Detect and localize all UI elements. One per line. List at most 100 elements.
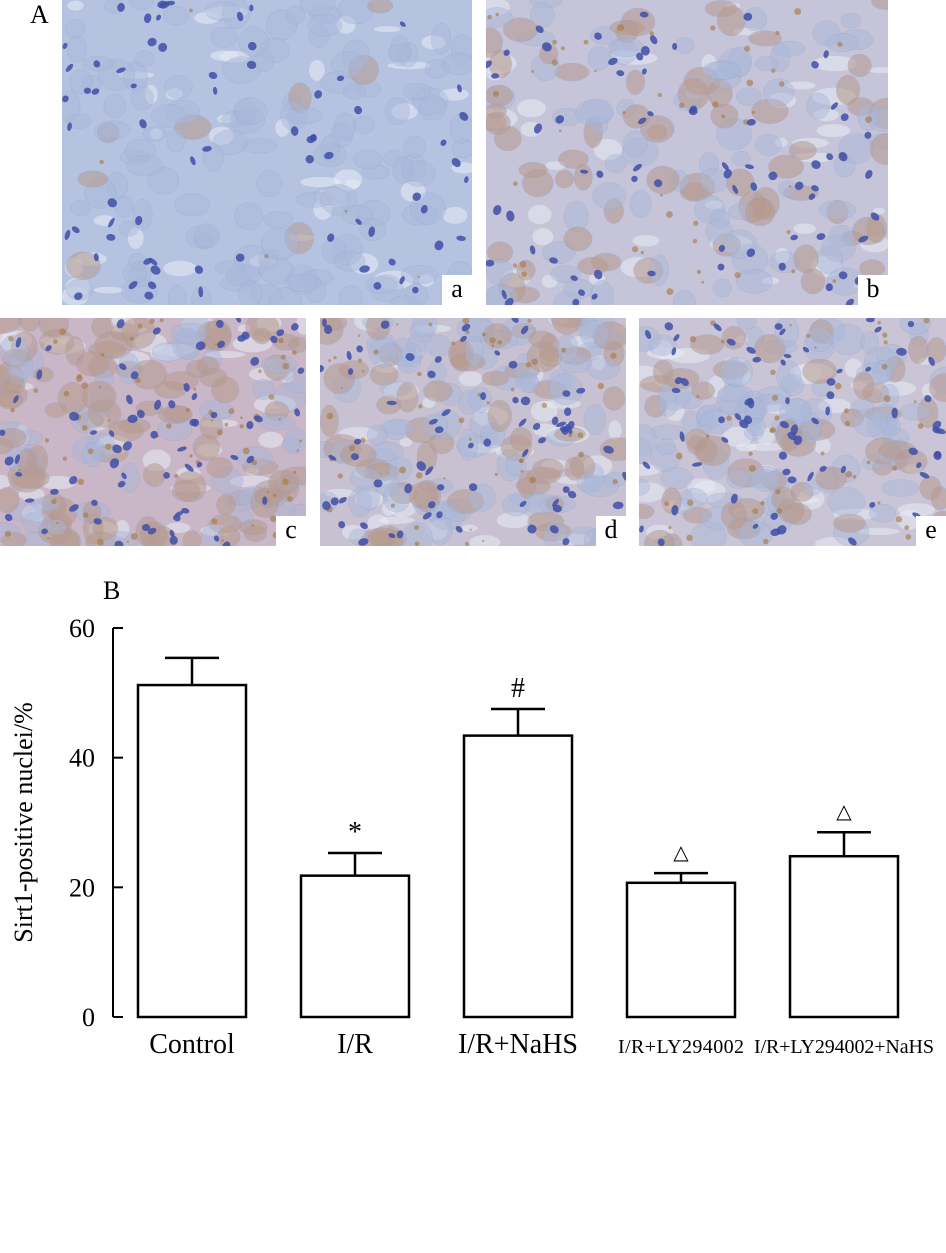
stain-granule <box>280 354 286 360</box>
nucleus <box>246 421 254 430</box>
nucleus <box>373 281 382 290</box>
stain-granule <box>679 102 685 109</box>
nucleus <box>671 387 681 394</box>
cell <box>219 275 256 292</box>
cell <box>384 97 410 125</box>
bar-chart: 0 20 40 60 Sirt1-positive nuclei/% Control * I/… <box>9 614 934 1060</box>
nucleus <box>309 134 317 142</box>
nucleus <box>816 233 826 240</box>
nucleus <box>440 139 447 146</box>
stain-granule <box>775 30 780 35</box>
cell <box>868 503 897 523</box>
nucleus <box>91 88 100 95</box>
cell <box>403 135 426 158</box>
cell <box>827 487 866 517</box>
nucleus <box>671 347 677 356</box>
cell <box>400 264 439 285</box>
nucleus <box>808 193 816 200</box>
cell <box>250 284 284 305</box>
nucleus <box>512 396 519 404</box>
cell <box>341 205 373 225</box>
nucleus <box>428 501 436 509</box>
cell <box>33 367 54 383</box>
nucleus <box>562 486 570 493</box>
nucleus <box>491 73 500 79</box>
tissue-gap <box>774 138 788 148</box>
cell <box>114 195 134 218</box>
stain-granule <box>531 358 538 365</box>
cell <box>681 410 702 432</box>
stain-granule <box>358 358 362 363</box>
stain-granule <box>328 359 332 362</box>
cell <box>825 33 859 53</box>
cell <box>367 0 394 14</box>
cell <box>763 78 795 107</box>
nucleus <box>639 525 644 533</box>
nucleus <box>420 205 428 214</box>
stain-granule <box>687 499 694 506</box>
stain-granule <box>287 496 293 502</box>
tissue-gap <box>786 81 816 90</box>
stain-granule <box>189 454 193 458</box>
cell <box>383 150 407 167</box>
cell <box>558 149 589 169</box>
nucleus <box>360 522 368 529</box>
tissue-gap <box>163 260 197 277</box>
stain-granule <box>210 419 214 422</box>
cell <box>742 468 778 489</box>
nucleus <box>184 463 194 472</box>
x-tick-label-1: I/R <box>337 1029 373 1060</box>
nucleus <box>511 318 519 323</box>
nucleus <box>14 454 20 464</box>
nucleus <box>896 347 907 356</box>
stain-granule <box>224 422 229 427</box>
nucleus <box>549 257 558 264</box>
cell <box>222 0 250 30</box>
cell <box>356 200 391 228</box>
stain-granule <box>882 332 888 338</box>
nucleus <box>732 184 739 194</box>
cell <box>260 227 299 260</box>
nucleus <box>838 152 848 162</box>
nucleus <box>359 265 370 273</box>
stain-granule <box>443 477 446 480</box>
nucleus <box>504 297 514 305</box>
nucleus <box>324 151 334 160</box>
stain-granule <box>282 478 289 486</box>
significance-marker-1: * <box>348 817 362 848</box>
stain-granule <box>396 323 399 326</box>
stain-granule <box>666 288 674 296</box>
micrograph-b-label: b <box>858 275 888 305</box>
cell <box>724 357 744 389</box>
cell <box>768 154 804 179</box>
cell <box>263 211 294 229</box>
nucleus <box>825 283 833 292</box>
tissue-gap <box>608 420 622 440</box>
nucleus <box>116 319 125 329</box>
cell <box>529 0 563 9</box>
tissue-gap <box>426 520 448 540</box>
nucleus <box>778 451 788 460</box>
tissue-gap <box>812 55 857 72</box>
cell <box>241 138 279 154</box>
nucleus <box>262 496 268 505</box>
nucleus <box>212 86 218 95</box>
cell <box>699 409 733 435</box>
cell <box>574 99 614 127</box>
stain-granule <box>299 439 303 443</box>
nucleus <box>183 383 190 392</box>
cell <box>97 120 130 140</box>
cell <box>97 58 136 91</box>
cell <box>348 54 380 85</box>
cell <box>131 85 154 111</box>
nucleus <box>744 164 754 170</box>
cell <box>287 264 319 295</box>
nucleus <box>671 504 679 516</box>
micrograph-e: e <box>639 318 946 546</box>
nucleus <box>811 185 819 192</box>
cell <box>451 138 472 159</box>
cell <box>771 40 806 57</box>
stain-granule <box>469 528 472 531</box>
cell <box>793 244 819 274</box>
stain-granule <box>696 269 702 274</box>
